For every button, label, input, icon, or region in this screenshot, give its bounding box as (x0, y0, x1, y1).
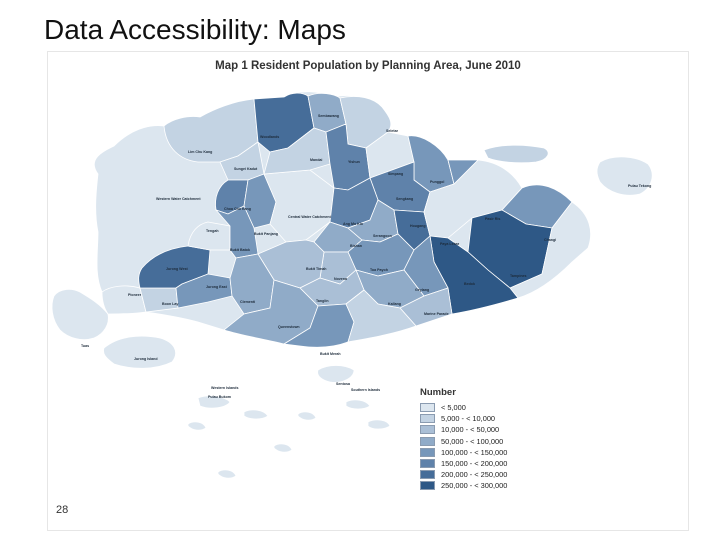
place-label: Pulau Bukom (208, 395, 231, 399)
place-label: Queenstown (278, 325, 300, 329)
place-label: Choa Chu Kang (224, 207, 251, 211)
place-label: Seletar (386, 129, 398, 133)
legend-label: 100,000 - < 150,000 (441, 447, 508, 457)
place-label: Sentosa (336, 382, 350, 386)
place-label: Bedok (464, 282, 475, 286)
legend-row: 250,000 - < 300,000 (420, 480, 524, 491)
place-label: Sembawang (318, 114, 339, 118)
place-label: Geylang (415, 288, 430, 292)
place-label: Clementi (240, 300, 256, 304)
legend-title: Number (420, 387, 456, 398)
area-marine-parade (399, 287, 453, 327)
legend-swatch (420, 425, 435, 435)
place-label: Pasir Ris (485, 217, 501, 221)
place-label: Bishan (350, 244, 362, 248)
place-label: Toa Payoh (370, 268, 388, 272)
place-label: Lim Chu Kang (188, 150, 213, 154)
area-sentosa (317, 365, 355, 383)
legend-swatch (420, 470, 435, 480)
place-label: Bukit Batok (230, 248, 250, 252)
area-lim-chu-kang (163, 98, 259, 163)
legend-row: 100,000 - < 150,000 (420, 447, 524, 458)
area-boon-lay (139, 287, 179, 313)
place-label: Ang Mo Kio (343, 222, 363, 226)
legend-label: 200,000 - < 250,000 (441, 470, 508, 480)
map-figure: Map 1 Resident Population by Planning Ar… (47, 51, 689, 531)
place-label: Boon Lay (162, 302, 179, 306)
place-label: Bukit Timah (306, 267, 327, 271)
legend-label: 250,000 - < 300,000 (441, 481, 508, 491)
place-label: Jurong Island (134, 357, 158, 361)
place-label: Western Islands (211, 386, 239, 390)
area-jurong-island (103, 335, 176, 369)
legend-row: 5,000 - < 10,000 (420, 413, 524, 424)
place-label: Sengkang (396, 197, 414, 201)
place-label: Simpang (388, 172, 404, 176)
place-label: Yishun (348, 160, 360, 164)
place-label: Punggol (430, 180, 445, 184)
area-southern-islands (187, 395, 391, 479)
place-label: Serangoon (373, 234, 392, 238)
place-label: Western Water Catchment (156, 197, 201, 201)
area-pulau-ubin (483, 144, 549, 164)
place-label: Pioneer (128, 293, 142, 297)
legend-swatch (420, 481, 435, 491)
legend-rows: < 5,000 5,000 - < 10,000 10,000 - < 50,000… (420, 402, 524, 492)
place-label: Woodlands (260, 135, 280, 139)
place-label: Southern Islands (351, 388, 381, 392)
area-pulau-tekong (596, 156, 653, 196)
place-label: Jurong East (206, 285, 227, 289)
place-label: Tengah (206, 229, 219, 233)
area-jurong-east (175, 273, 233, 309)
place-label: Hougang (410, 224, 426, 228)
area-pioneer (101, 285, 147, 315)
choropleth-map (51, 91, 653, 479)
legend-label: < 5,000 (441, 403, 466, 413)
legend-label: 150,000 - < 200,000 (441, 459, 508, 469)
legend-swatch (420, 447, 435, 457)
place-label: Changi (544, 238, 557, 242)
map-legend: Number < 5,000 5,000 - < 10,000 10,000 - <… (420, 387, 524, 492)
place-label: Jurong West (166, 267, 188, 271)
legend-label: 50,000 - < 100,000 (441, 436, 504, 446)
legend-label: 10,000 - < 50,000 (441, 425, 500, 435)
place-label: Paya Lebar (440, 242, 460, 246)
legend-swatch (420, 403, 435, 413)
legend-swatch (420, 436, 435, 446)
map-title: Map 1 Resident Population by Planning Ar… (215, 60, 521, 72)
legend-row: 50,000 - < 100,000 (420, 436, 524, 447)
place-label: Tanglin (316, 299, 329, 303)
legend-label: 5,000 - < 10,000 (441, 414, 496, 424)
legend-row: < 5,000 (420, 402, 524, 413)
place-label: Pulau Tekong (628, 184, 652, 188)
place-label: Marine Parade (424, 312, 449, 316)
legend-swatch (420, 414, 435, 424)
place-label: Sungei Kadut (234, 167, 258, 171)
legend-swatch (420, 459, 435, 469)
place-label: Kallang (388, 302, 401, 306)
place-label: Bukit Merah (320, 352, 341, 356)
legend-row: 10,000 - < 50,000 (420, 424, 524, 435)
place-label: Mandai (310, 158, 323, 162)
slide-number: 28 (56, 504, 69, 516)
place-label: Bukit Panjang (254, 232, 278, 236)
slide-title: Data Accessibility: Maps (44, 14, 346, 45)
area-queenstown (223, 279, 319, 345)
legend-row: 200,000 - < 250,000 (420, 469, 524, 480)
area-changi (509, 201, 591, 299)
area-tuas (51, 288, 109, 340)
place-label: Tuas (81, 344, 90, 348)
place-label: Central Water Catchment (288, 215, 331, 219)
place-label: Novena (334, 277, 347, 281)
legend-row: 150,000 - < 200,000 (420, 458, 524, 469)
area-downtown (345, 289, 417, 343)
place-label: Tampines (510, 274, 527, 278)
